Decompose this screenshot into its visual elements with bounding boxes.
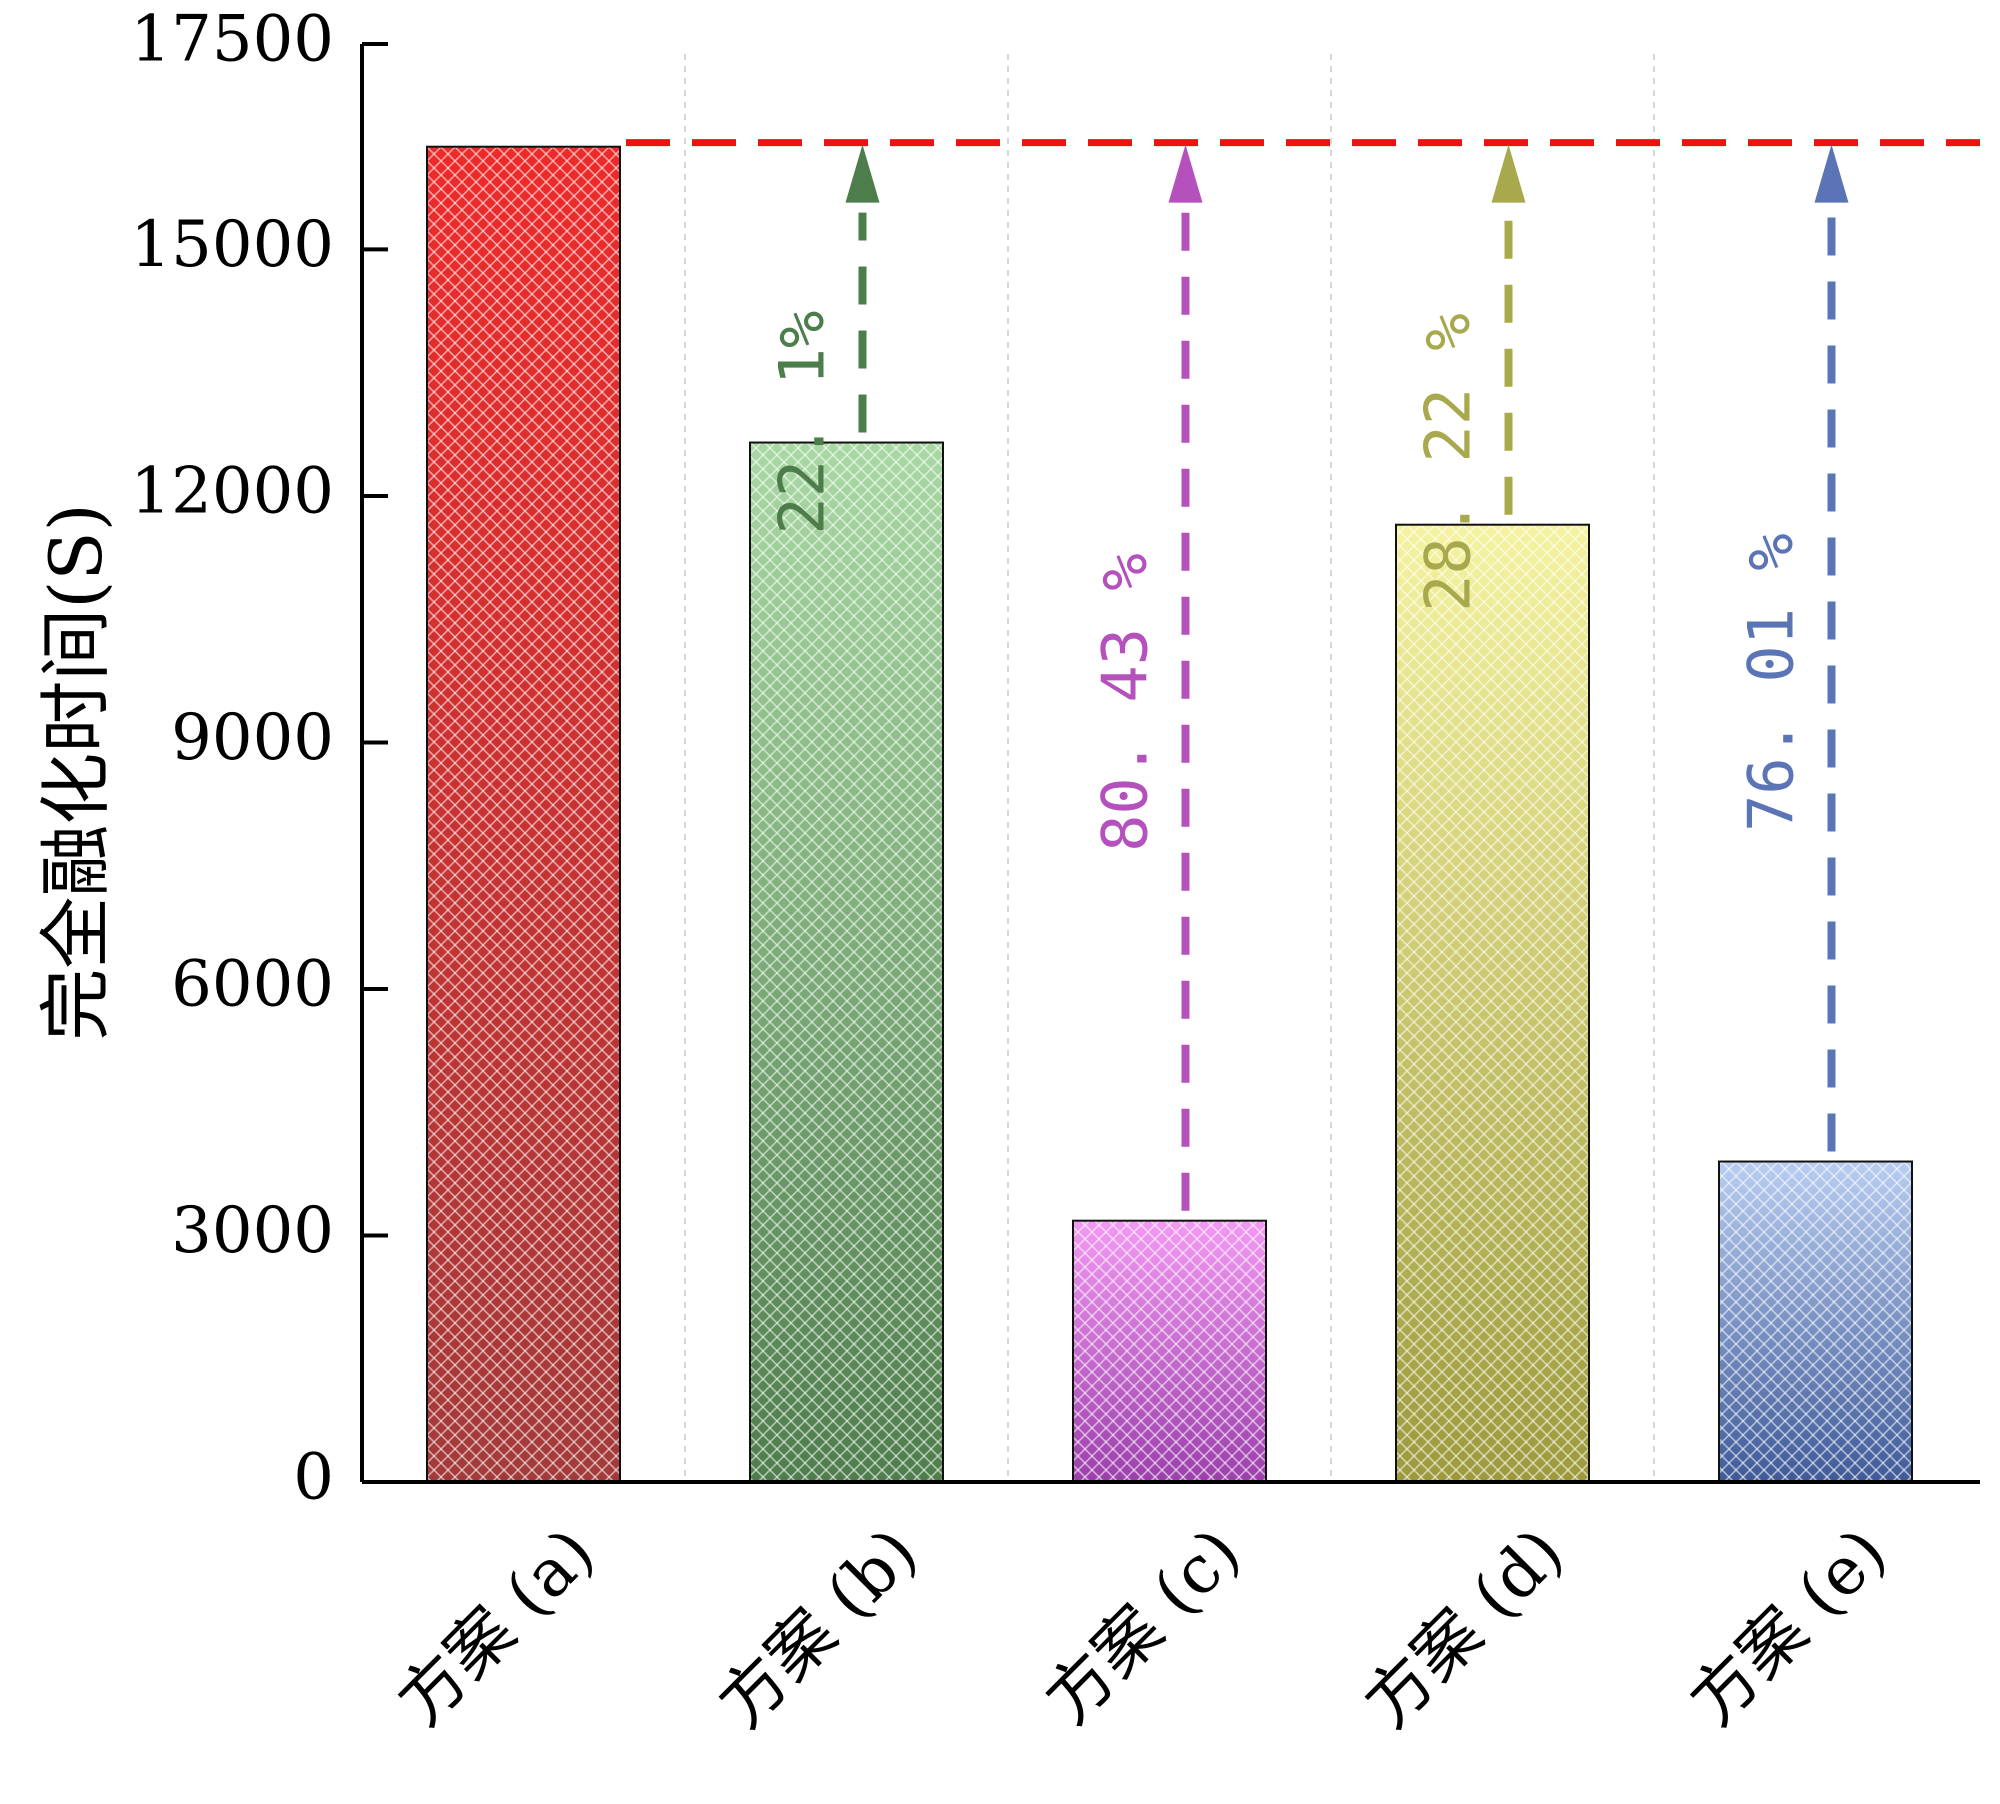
- y-tick-label: 9000: [171, 701, 334, 775]
- annotation-label: 76. 01 %: [1735, 533, 1808, 832]
- y-tick-label: 17500: [130, 3, 334, 77]
- x-tick-label: 方案 (d): [1349, 1513, 1578, 1742]
- y-tick-label: 3000: [171, 1194, 334, 1268]
- y-tick-label: 15000: [130, 208, 334, 282]
- bar-hatch: [1395, 523, 1590, 1483]
- annotation-arrow-head: [1814, 144, 1849, 203]
- annotations-layer: 22. 1% 80. 43 % 28. 22 % 76. 01 %: [766, 144, 1849, 1211]
- annotation-arrow-head: [1491, 144, 1526, 203]
- grid-layer: [684, 54, 1655, 1482]
- bar-hatch: [1718, 1160, 1913, 1483]
- bar-hatch: [749, 441, 944, 1484]
- x-tick-label: 方案 (a): [382, 1513, 609, 1740]
- annotation-label: 22. 1%: [766, 311, 839, 535]
- axes-layer: 0 3000 6000 9000 12000 15000 17500 方案 (a) 方案 (b)…: [130, 3, 1980, 1742]
- annotation-label: 80. 43 %: [1089, 553, 1162, 852]
- y-tick-label: 6000: [171, 947, 334, 1021]
- bar-hatch: [426, 145, 621, 1484]
- x-tick-label: 方案 (c): [1030, 1513, 1255, 1738]
- x-tick-label: 方案 (b): [703, 1513, 932, 1742]
- y-tick-label: 0: [293, 1441, 334, 1515]
- bars-layer: [426, 145, 1913, 1484]
- y-tick-label: 12000: [130, 454, 334, 528]
- bar-hatch: [1072, 1219, 1267, 1483]
- annotation-label: 28. 22 %: [1412, 313, 1485, 612]
- annotation-arrow-head: [1168, 144, 1203, 203]
- annotation-arrow-head: [845, 144, 880, 203]
- y-axis-label: 完全融化时间(S): [34, 503, 118, 1041]
- x-tick-label: 方案 (e): [1675, 1513, 1902, 1740]
